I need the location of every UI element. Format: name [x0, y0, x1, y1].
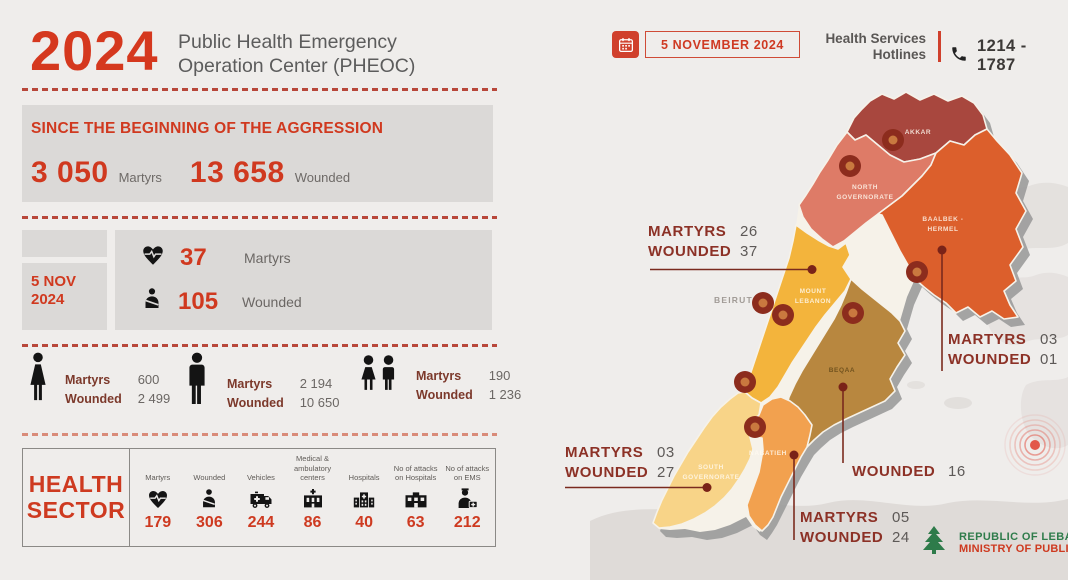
- region-label-south: SOUTH GOVERNORATE: [682, 464, 740, 481]
- wounded-person-icon: [198, 486, 220, 512]
- report-date-text: 5 NOVEMBER 2024: [661, 37, 784, 52]
- health-sector-columns: Martyrs 179 Wounded 306 Vehicles 244: [130, 449, 495, 546]
- women-martyrs-label: Martyrs: [65, 372, 111, 387]
- report-date-box: 5 NOVEMBER 2024: [645, 31, 800, 58]
- men-wounded-value: 10 650: [299, 394, 340, 410]
- daily-wounded-row: 105 Wounded: [140, 286, 302, 317]
- women-wounded-value: 2 499: [137, 390, 171, 406]
- daily-martyrs-label: Martyrs: [244, 249, 291, 266]
- beqaa-stats: WOUNDED 16: [852, 463, 966, 480]
- hotline-numbers: 1214 - 1787: [977, 37, 1027, 74]
- mount-lebanon-stats: MARTYRS 26 WOUNDED 37: [648, 223, 758, 260]
- hs-col-hospitals: Hospitals 40: [348, 473, 380, 531]
- since-beginning-title: SINCE THE BEGINNING OF THE AGGRESSION: [31, 120, 384, 137]
- ministry-logo: REPUBLIC OF LEBANON MINISTRY OF PUBLIC H…: [916, 524, 1068, 561]
- hs-col-medical-centers: Medical & ambulatory centers 86: [293, 453, 332, 531]
- hotline-numbers-group: 1214 - 1787: [950, 37, 1068, 75]
- region-label-mount-lebanon: MOUNT LEBANON: [794, 288, 832, 305]
- hs-col-vehicles: Vehicles 244: [246, 473, 275, 531]
- region-beqaa: [785, 278, 906, 448]
- daily-stats-panel: 37 Martyrs 105 Wounded: [115, 230, 492, 330]
- daily-date-panel: 5 NOV 2024: [22, 263, 107, 330]
- woman-icon: [25, 352, 51, 425]
- baalbek-hermel-stats: MARTYRS 03 WOUNDED 01: [948, 331, 1058, 368]
- children-casualties-group: Martyrs 190 Wounded 1 236: [358, 352, 521, 417]
- wounded-person-icon: [140, 286, 164, 317]
- hospital-icon: [351, 486, 377, 512]
- ministry-of-public-health-text: MINISTRY OF PUBLIC HEALTH: [959, 542, 1068, 555]
- men-martyrs-value: 2 194: [299, 375, 333, 391]
- lebanon-map: [565, 91, 1068, 580]
- spacer-panel: [22, 230, 107, 257]
- man-icon: [183, 352, 211, 433]
- dashed-divider: [22, 216, 497, 219]
- hotline-label: Health Services Hotlines: [825, 31, 926, 62]
- dashed-divider: [22, 433, 497, 436]
- women-casualties-group: Martyrs 600 Wounded 2 499: [25, 352, 170, 425]
- south-stats: MARTYRS 03 WOUNDED 27: [565, 444, 675, 481]
- daily-wounded-value: 105: [178, 287, 219, 315]
- daily-wounded-label: Wounded: [242, 293, 302, 310]
- pulse-marker: [1004, 414, 1066, 476]
- region-label-north: NORTH GOVERNORATE: [836, 184, 894, 201]
- page-title: Public Health Emergency Operation Center…: [178, 30, 415, 78]
- children-wounded-value: 1 236: [488, 386, 522, 402]
- stat-connector-lines: [565, 250, 943, 540]
- strike-markers: [734, 129, 928, 438]
- hs-col-wounded: Wounded 306: [193, 473, 226, 531]
- region-label-nabatieh: NABATIEH: [749, 450, 787, 457]
- children-martyrs-label: Martyrs: [416, 368, 462, 383]
- daily-date-text: 5 NOV 2024: [31, 273, 77, 308]
- dashed-divider: [22, 88, 497, 91]
- total-martyrs-value: 3 050: [31, 156, 109, 189]
- page-title-line2: Operation Center (PHEOC): [178, 55, 416, 78]
- dashed-divider: [22, 344, 497, 347]
- men-casualties-group: Martyrs 2 194 Wounded 10 650: [183, 352, 339, 433]
- republic-of-lebanon-text: REPUBLIC OF LEBANON: [959, 530, 1068, 543]
- health-sector-title: HEALTH SECTOR: [23, 449, 130, 546]
- hs-col-martyrs: Martyrs 179: [144, 473, 172, 531]
- region-label-akkar: AKKAR: [904, 129, 932, 136]
- children-wounded-label: Wounded: [416, 387, 473, 402]
- heart-pulse-icon: [140, 242, 166, 273]
- beirut-label: BEIRUT: [714, 295, 753, 305]
- medical-center-icon: [301, 486, 325, 512]
- hs-col-attacks-ems: No of attacks on EMS 212: [445, 463, 490, 532]
- year-title: 2024: [30, 19, 159, 82]
- cedar-icon: [916, 524, 952, 561]
- ems-worker-icon: [455, 486, 479, 512]
- daily-martyrs-row: 37 Martyrs: [140, 242, 291, 273]
- hotline-divider: [938, 31, 941, 62]
- total-wounded-value: 13 658: [189, 156, 285, 189]
- children-icon: [358, 352, 400, 417]
- region-south: [652, 391, 762, 529]
- children-martyrs-value: 190: [488, 367, 511, 383]
- total-wounded-label: Wounded: [294, 170, 351, 185]
- women-wounded-label: Wounded: [65, 391, 122, 406]
- since-beginning-stats: 3 050 Martyrs 13 658 Wounded: [31, 156, 350, 190]
- calendar-icon: [612, 31, 639, 58]
- region-label-beqaa: BEQAA: [828, 367, 856, 374]
- daily-martyrs-value: 37: [180, 243, 207, 271]
- ambulance-icon: [248, 486, 274, 512]
- page-title-line1: Public Health Emergency: [178, 31, 397, 53]
- men-wounded-label: Wounded: [227, 395, 284, 410]
- region-north: [798, 131, 937, 248]
- report-date-badge: 5 NOVEMBER 2024: [612, 31, 800, 58]
- since-beginning-panel: [22, 105, 493, 202]
- men-martyrs-label: Martyrs: [227, 376, 273, 391]
- region-label-baalbek-hermel: BAALBEK - HERMEL: [922, 216, 964, 233]
- nabatieh-stats: MARTYRS 05 WOUNDED 24: [800, 509, 910, 546]
- heart-pulse-icon: [146, 486, 170, 512]
- health-sector-panel: HEALTH SECTOR Martyrs 179 Wounded 306 Ve…: [22, 448, 496, 547]
- phone-icon: [950, 45, 968, 68]
- total-martyrs-label: Martyrs: [118, 170, 162, 185]
- hs-col-attacks-hospitals: No of attacks on Hospitals 63: [393, 463, 438, 532]
- stat-anchor-dots: [702, 245, 947, 492]
- attacked-hospital-icon: [403, 486, 429, 512]
- women-martyrs-value: 600: [137, 371, 160, 387]
